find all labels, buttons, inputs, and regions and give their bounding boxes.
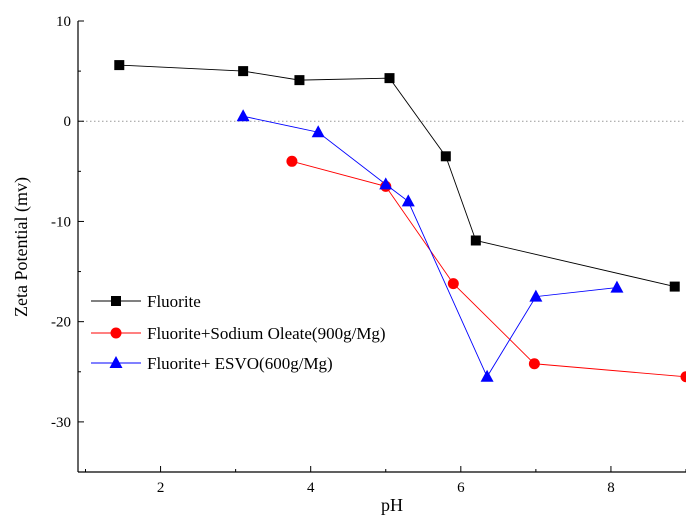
y-tick-label: -30 [51,415,71,431]
data-point-series-2 [680,371,686,383]
data-point-series-2 [528,358,540,370]
data-point-series-3 [379,177,393,190]
x-tick-label: 8 [607,480,615,496]
data-point-series-3 [311,125,325,138]
data-point-series-1 [114,60,125,71]
y-tick-label: -10 [51,214,71,230]
data-point-series-1 [669,281,680,292]
x-tick-label: 6 [457,480,465,496]
data-point-series-2 [286,155,298,167]
data-point-series-3 [610,280,624,293]
data-point-series-1 [294,75,305,86]
data-point-series-3 [480,369,494,382]
x-tick-label: 4 [307,480,315,496]
legend-marker-1 [111,296,121,306]
markers-layer [114,60,686,383]
data-point-series-3 [236,109,250,122]
legend-marker-3 [109,356,123,368]
legend-label-1: Fluorite [147,292,201,311]
x-tick-label: 2 [157,480,165,496]
y-tick-label: 0 [64,114,72,130]
data-point-series-1 [440,151,451,162]
data-point-series-3 [529,289,543,302]
data-point-series-3 [401,194,415,207]
y-tick-label: 10 [56,14,71,30]
data-point-series-1 [238,66,249,77]
legend-label-3: Fluorite+ ESVO(600g/Mg) [147,354,333,373]
data-point-series-1 [470,235,481,246]
axes-layer: 2 4 6 8 10 0 -10 -20 -30 [51,14,686,496]
series-line-2 [291,160,686,378]
legend-marker-2 [110,327,122,339]
y-tick-label: -20 [51,315,71,331]
legend: Fluorite Fluorite+Sodium Oleate(900g/Mg) F… [91,292,386,373]
data-point-series-1 [384,73,395,84]
data-point-series-2 [447,278,459,290]
x-axis-title: pH [381,495,403,515]
legend-label-2: Fluorite+Sodium Oleate(900g/Mg) [147,324,386,343]
y-axis-title: Zeta Potential (mv) [11,177,32,317]
series-line-1 [119,64,675,288]
